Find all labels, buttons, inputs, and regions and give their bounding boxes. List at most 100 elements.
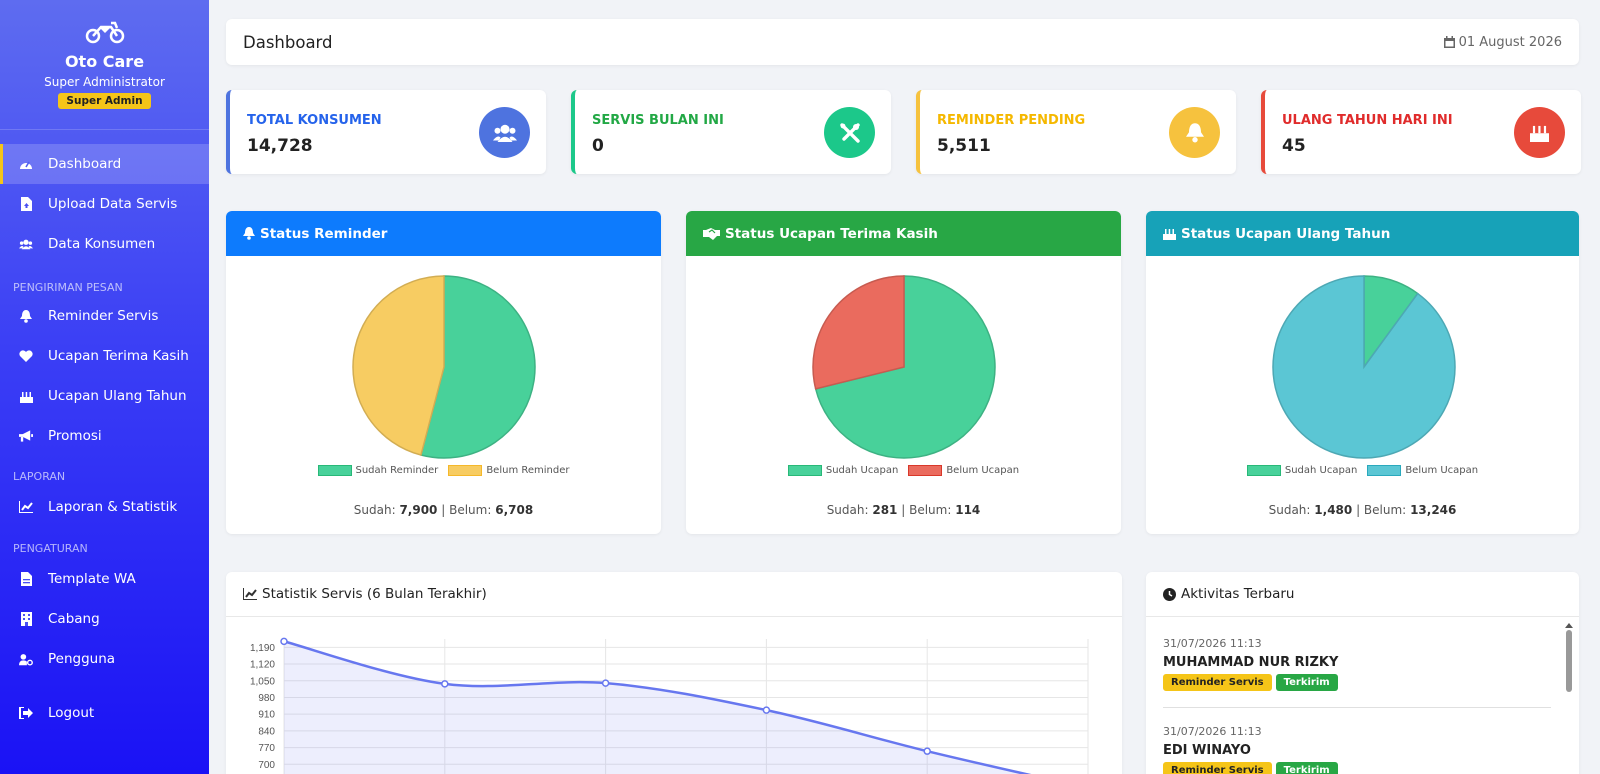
pie-summary: Sudah: 1,480 | Belum: 13,246 <box>1146 503 1579 517</box>
pie-card-ulang-tahun: Status Ucapan Ulang Tahun Sudah Ucapan B… <box>1146 211 1579 534</box>
legend-item[interactable]: Sudah Ucapan <box>787 465 898 476</box>
sidebar-item-upload[interactable]: Upload Data Servis <box>0 184 209 224</box>
card-title: Status Ucapan Terima Kasih <box>725 225 938 242</box>
page-header: Dashboard 01 August 2026 <box>226 19 1579 65</box>
scrollbar-thumb[interactable] <box>1566 630 1572 692</box>
type-badge: Reminder Servis <box>1163 674 1272 691</box>
belum-value: 6,708 <box>495 503 534 517</box>
series-line <box>283 640 1032 774</box>
sudah-label: Sudah: <box>353 503 396 517</box>
sidebar-item-laporan[interactable]: Laporan & Statistik <box>0 487 209 527</box>
legend-item[interactable]: Belum Ucapan <box>908 465 1019 476</box>
pie-card-reminder: Status Reminder Sudah Reminder Belum Rem… <box>226 211 661 534</box>
sidebar-item-label: Logout <box>48 705 95 721</box>
type-badge: Reminder Servis <box>1163 762 1272 774</box>
handshake-icon <box>703 227 720 240</box>
sign-out-icon <box>19 706 33 720</box>
legend-label: Belum Ucapan <box>1405 465 1479 476</box>
activity-card: Aktivitas Terbaru 31/07/2026 11:13 MUHAM… <box>1146 572 1579 774</box>
belum-label: | Belum: <box>441 503 492 517</box>
sidebar-item-cabang[interactable]: Cabang <box>0 599 209 639</box>
section-pengiriman-pesan: PENGIRIMAN PESAN <box>13 281 123 294</box>
sidebar-item-label: Template WA <box>48 571 136 587</box>
sidebar-item-pengguna[interactable]: Pengguna <box>0 639 209 679</box>
sidebar-item-terima-kasih[interactable]: Ucapan Terima Kasih <box>0 336 209 376</box>
pie-slice-sudah-ucapan[interactable] <box>814 275 996 459</box>
sidebar-item-template-wa[interactable]: Template WA <box>0 559 209 599</box>
activity-item[interactable]: 31/07/2026 11:13 MUHAMMAD NUR RIZKY Remi… <box>1163 637 1551 691</box>
motorcycle-icon <box>85 21 124 44</box>
legend-label: Belum Reminder <box>486 465 570 476</box>
series-area <box>284 641 1026 774</box>
sidebar-item-ulang-tahun[interactable]: Ucapan Ulang Tahun <box>0 376 209 416</box>
activity-time: 31/07/2026 11:13 <box>1163 637 1262 650</box>
stat-card-servis-bulan-ini: SERVIS BULAN INI 0 <box>571 90 891 174</box>
sidebar-item-label: Laporan & Statistik <box>48 499 178 515</box>
sidebar-item-label: Cabang <box>48 611 100 627</box>
activity-name: EDI WINAYO <box>1163 743 1251 758</box>
date-text: 01 August 2026 <box>1458 34 1562 50</box>
belum-value: 114 <box>955 503 981 517</box>
pie-chart <box>352 275 536 459</box>
birthday-cake-icon <box>19 389 33 403</box>
bell-icon <box>1185 122 1204 142</box>
pie-chart <box>812 275 996 459</box>
stat-value: 45 <box>1282 136 1306 156</box>
legend-label: Sudah Ucapan <box>1284 465 1358 476</box>
scroll-up-arrow-icon[interactable] <box>1565 622 1573 628</box>
building-icon <box>19 612 33 626</box>
data-point[interactable] <box>923 747 931 755</box>
legend-item[interactable]: Belum Ucapan <box>1367 465 1478 476</box>
legend-item[interactable]: Sudah Ucapan <box>1246 465 1358 476</box>
pie-slice-sudah-reminder[interactable] <box>420 275 536 459</box>
current-date: 01 August 2026 <box>1443 34 1562 50</box>
stat-value: 5,511 <box>937 136 991 156</box>
data-point[interactable] <box>762 706 771 714</box>
file-upload-icon <box>19 197 33 211</box>
pie-slice-belum-ucapan[interactable] <box>1272 275 1456 459</box>
sidebar-item-label: Ucapan Terima Kasih <box>48 348 189 364</box>
user-cog-icon <box>19 652 33 666</box>
legend-item[interactable]: Belum Reminder <box>448 465 569 476</box>
sidebar-item-dashboard[interactable]: Dashboard <box>0 144 209 184</box>
role-badge: Super Admin <box>58 93 151 109</box>
legend-swatch <box>908 465 943 476</box>
activity-scrollbar[interactable] <box>1565 622 1573 774</box>
calendar-icon <box>1443 36 1455 48</box>
data-point[interactable] <box>441 680 449 688</box>
legend-swatch <box>448 465 483 476</box>
chart-legend: Sudah Ucapan Belum Ucapan <box>686 465 1121 476</box>
stat-card-total-konsumen: TOTAL KONSUMEN 14,728 <box>226 90 546 174</box>
clock-icon <box>1163 587 1176 601</box>
pie-slice-belum-ucapan[interactable] <box>812 275 905 390</box>
sidebar-item-promosi[interactable]: Promosi <box>0 416 209 456</box>
line-chart-card: Statistik Servis (6 Bulan Terakhir) 6307… <box>226 572 1122 774</box>
pie-summary: Sudah: 7,900 | Belum: 6,708 <box>226 503 661 517</box>
megaphone-icon <box>19 429 33 443</box>
data-point[interactable] <box>601 679 610 687</box>
legend-item[interactable]: Sudah Reminder <box>317 465 439 476</box>
sidebar-item-konsumen[interactable]: Data Konsumen <box>0 224 209 264</box>
chart-legend: Sudah Reminder Belum Reminder <box>226 465 661 476</box>
file-text-icon <box>19 572 33 586</box>
chart-legend: Sudah Ucapan Belum Ucapan <box>1146 465 1579 476</box>
sidebar-item-label: Promosi <box>48 428 102 444</box>
activity-item[interactable]: 31/07/2026 11:13 EDI WINAYO Reminder Ser… <box>1163 725 1551 774</box>
legend-label: Sudah Reminder <box>355 465 439 476</box>
sidebar-item-logout[interactable]: Logout <box>0 693 209 733</box>
users-icon <box>492 124 517 142</box>
pie-slice-belum-reminder[interactable] <box>352 275 445 456</box>
sudah-value: 7,900 <box>399 503 438 517</box>
sidebar-item-reminder[interactable]: Reminder Servis <box>0 296 209 336</box>
stat-icon-circle <box>824 107 875 158</box>
birthday-cake-icon <box>1530 125 1549 142</box>
stat-icon-circle <box>1514 107 1565 158</box>
card-title: Status Reminder <box>260 225 388 242</box>
card-header: Aktivitas Terbaru <box>1146 572 1579 617</box>
data-point[interactable] <box>280 637 288 646</box>
sudah-label: Sudah: <box>1268 503 1311 517</box>
pie-summary: Sudah: 281 | Belum: 114 <box>686 503 1121 517</box>
belum-label: | Belum: <box>901 503 952 517</box>
card-header: Status Ucapan Ulang Tahun <box>1146 211 1579 256</box>
y-tick-label: 770 <box>258 743 275 754</box>
